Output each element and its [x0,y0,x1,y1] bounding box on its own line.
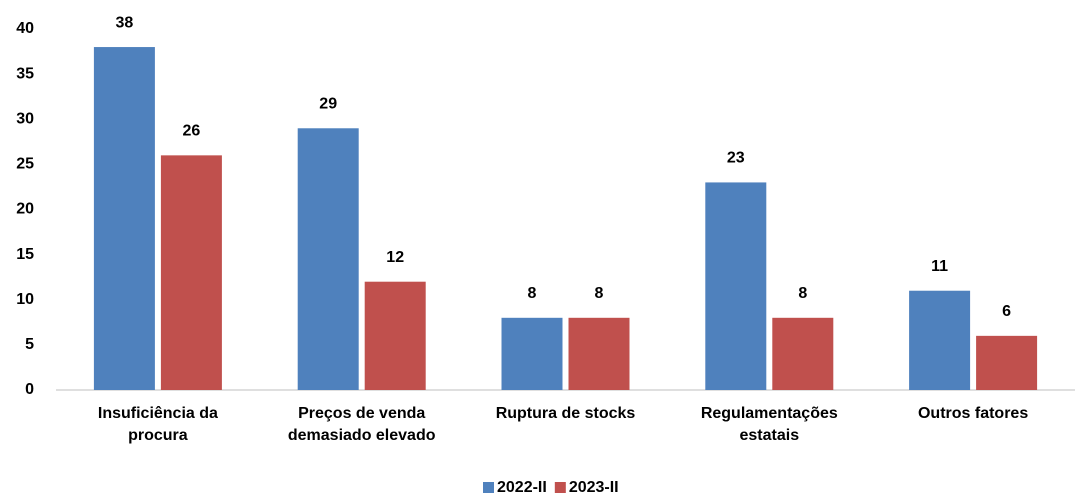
bar [501,317,563,390]
value-label: 6 [1002,303,1011,320]
bar [909,290,971,390]
value-label: 12 [386,249,404,266]
bar [297,128,359,390]
bar [772,317,834,390]
y-tick-label: 35 [16,65,34,82]
legend-swatch [554,482,566,493]
value-label: 8 [798,285,807,302]
y-tick-label: 30 [16,110,34,127]
x-tick-label: Outros fatores [918,405,1028,422]
legend-label: 2023-II [569,479,619,496]
value-label: 8 [528,285,537,302]
legend-swatch [483,482,494,493]
y-tick-label: 15 [16,246,34,263]
bar [93,47,155,391]
bar [160,155,222,390]
value-label: 11 [931,258,948,275]
value-label: 8 [595,285,604,302]
y-tick-label: 20 [16,201,34,218]
y-tick-label: 5 [25,336,34,353]
legend-label: 2022-II [497,479,547,496]
y-tick-label: 10 [16,291,34,308]
value-label: 38 [116,14,134,31]
bar [568,317,630,390]
x-tick-label: Ruptura de stocks [496,405,636,422]
x-tick-label: Regulamentações estatais [701,405,838,444]
x-tick-label: Insuficiência da procura [98,405,218,444]
value-label: 23 [727,150,745,167]
bar [364,281,426,390]
y-tick-label: 40 [16,20,34,37]
bar [705,182,767,390]
x-tick-label: Preços de venda demasiado elevado [288,405,436,444]
value-label: 26 [183,123,201,140]
y-tick-label: 25 [16,156,34,173]
bar [976,335,1038,390]
value-label: 29 [319,95,337,112]
y-tick-label: 0 [25,381,34,398]
